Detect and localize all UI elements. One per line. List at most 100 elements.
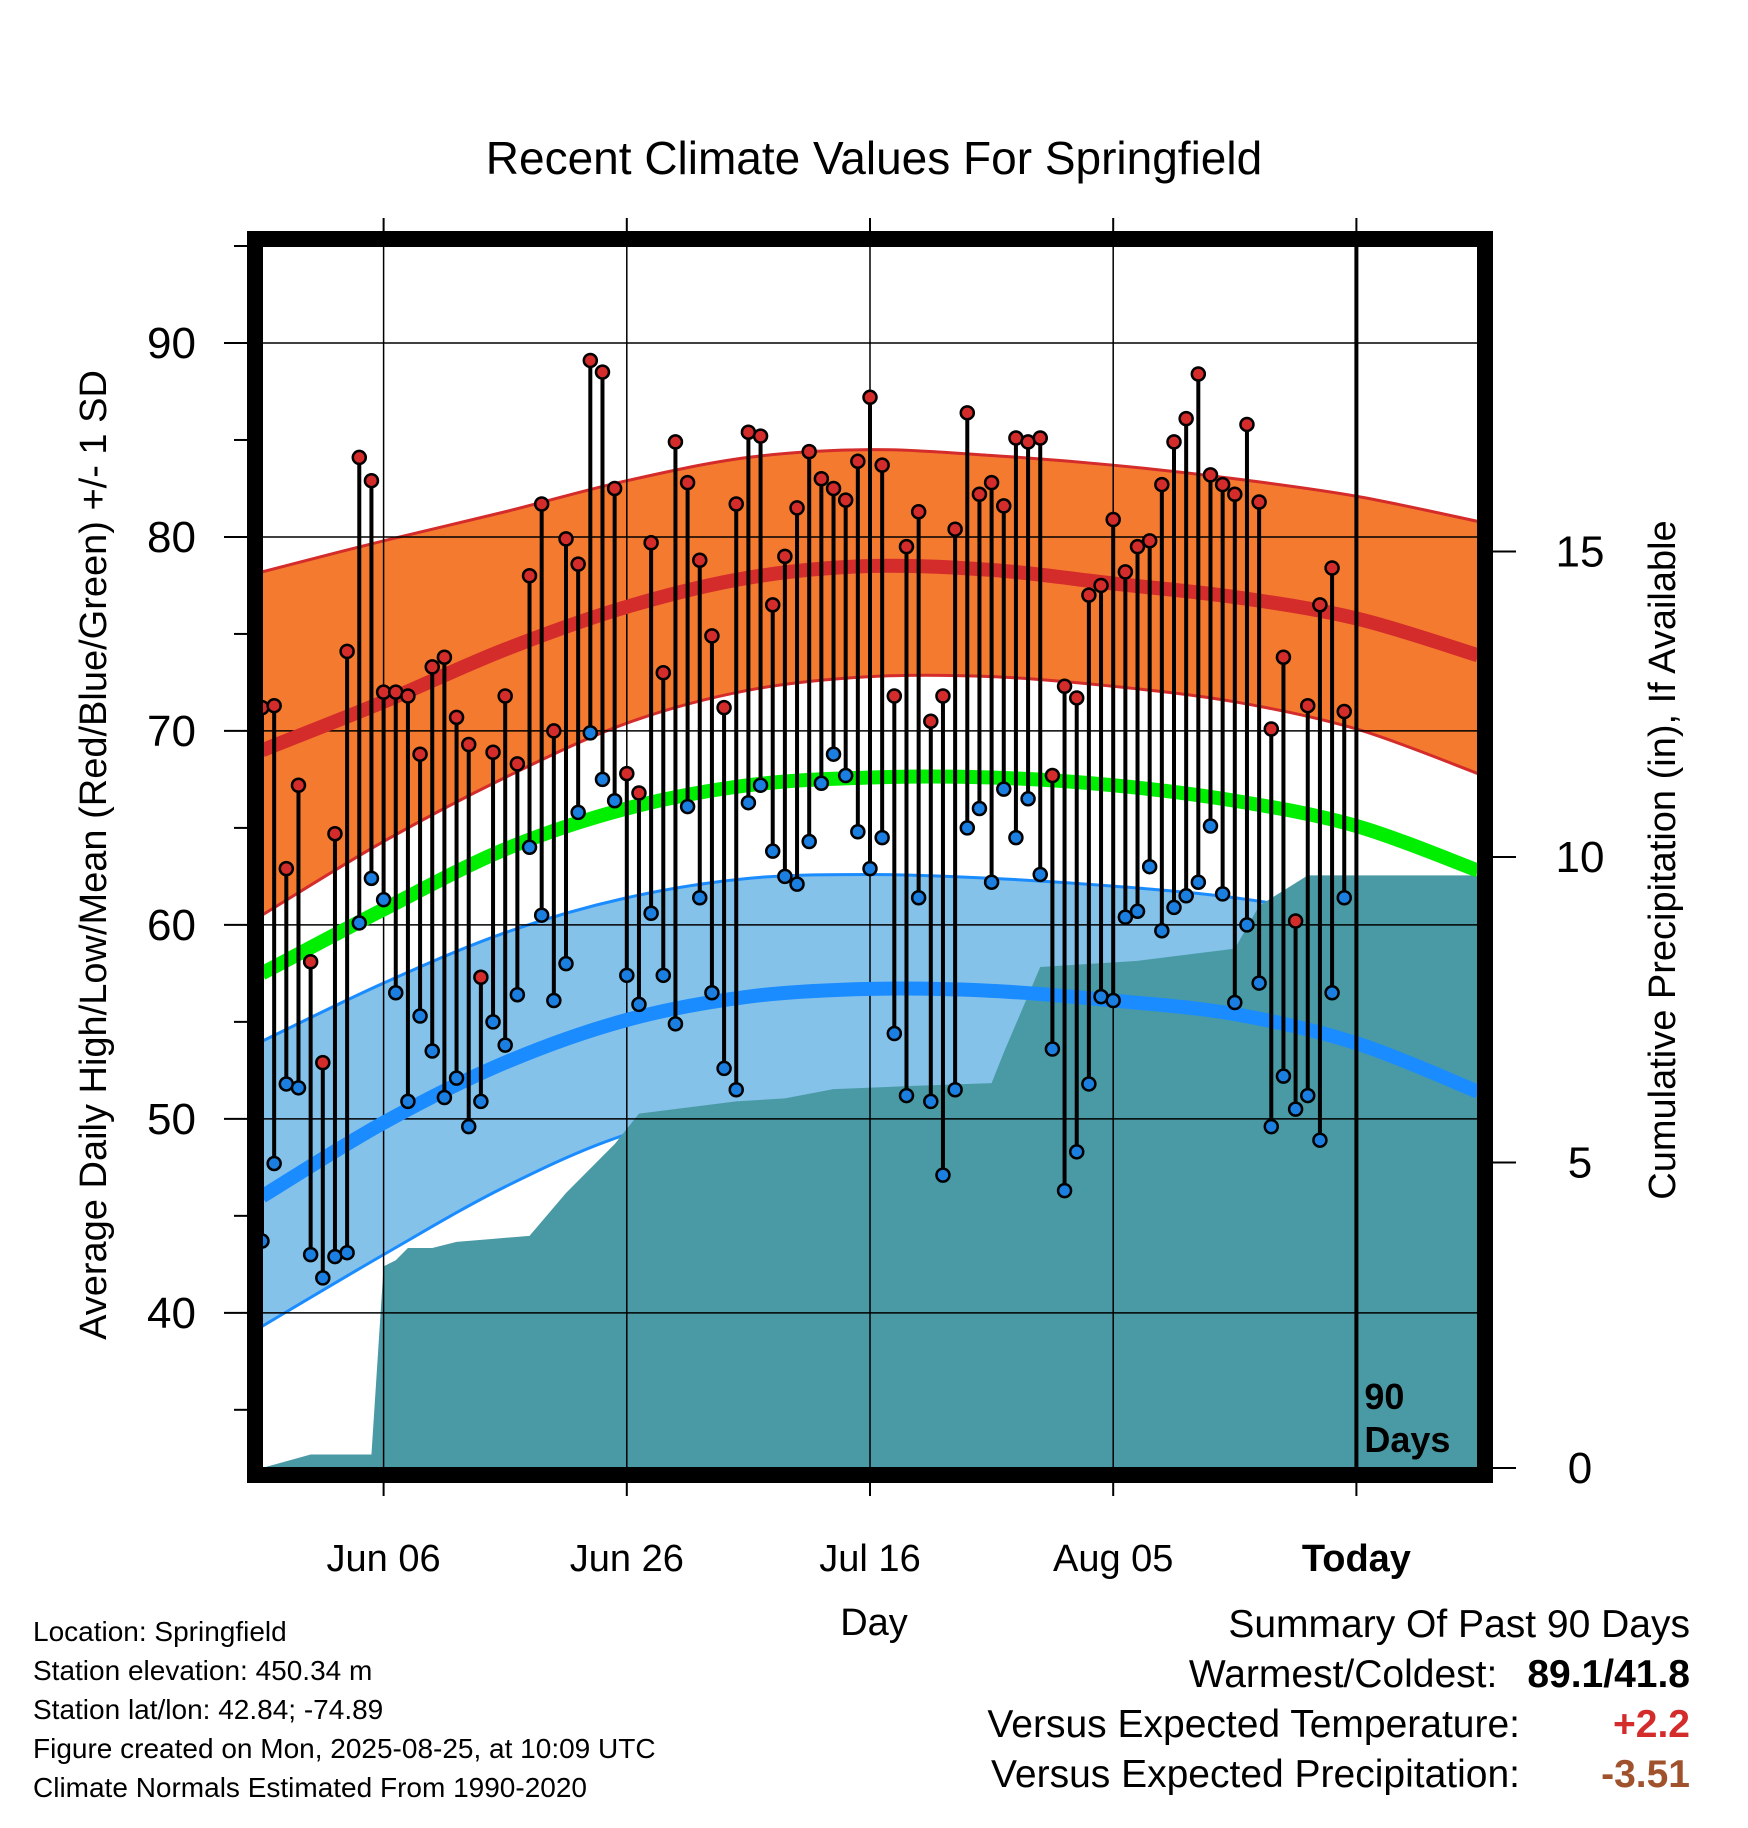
y-left-tick-label: 70 xyxy=(147,707,196,756)
y-right-tick-label: 0 xyxy=(1568,1444,1592,1493)
low-point xyxy=(546,992,562,1009)
high-point xyxy=(631,785,647,801)
temp-anomaly-label: Versus Expected Temperature: xyxy=(987,1703,1520,1746)
high-point xyxy=(1336,703,1352,720)
low-point xyxy=(631,996,647,1013)
low-point xyxy=(740,794,757,811)
high-point xyxy=(1251,494,1267,510)
y-left-tick-label: 60 xyxy=(147,901,196,950)
high-point xyxy=(1044,767,1061,784)
elevation-text: Station elevation: 450.34 m xyxy=(33,1655,373,1686)
low-point xyxy=(363,870,380,887)
high-point xyxy=(302,953,319,970)
low-point xyxy=(1117,909,1134,925)
low-point xyxy=(1020,791,1036,807)
low-point xyxy=(1154,922,1170,939)
high-point xyxy=(971,486,988,503)
low-point xyxy=(971,800,988,817)
high-point xyxy=(1154,476,1170,493)
high-point xyxy=(533,496,550,512)
high-point xyxy=(460,736,477,753)
low-point xyxy=(497,1037,513,1053)
high-point xyxy=(1056,678,1073,695)
warm-cold-value: 89.1/41.8 xyxy=(1527,1653,1690,1696)
low-point xyxy=(837,767,854,784)
low-point xyxy=(339,1244,355,1261)
high-point xyxy=(716,699,732,716)
low-point xyxy=(1178,888,1194,904)
low-point xyxy=(582,725,599,741)
low-point xyxy=(473,1093,489,1110)
high-point xyxy=(546,723,562,739)
low-point xyxy=(315,1270,331,1286)
summary-panel: Summary Of Past 90 Days Warmest/Coldest:… xyxy=(987,1600,1690,1800)
high-point xyxy=(424,659,440,675)
high-point xyxy=(1178,410,1194,427)
high-point xyxy=(278,860,295,877)
high-point xyxy=(862,389,878,406)
low-point xyxy=(1129,903,1146,920)
high-point xyxy=(1129,538,1146,555)
high-point xyxy=(801,443,817,460)
high-point xyxy=(898,538,915,555)
low-point xyxy=(777,868,793,885)
high-point xyxy=(655,664,672,681)
high-point xyxy=(910,503,927,520)
high-point xyxy=(1068,690,1085,706)
precip-anomaly-value: -3.51 xyxy=(1601,1753,1690,1796)
high-point xyxy=(485,744,501,761)
high-point xyxy=(935,688,951,704)
low-point xyxy=(1227,994,1243,1011)
left-axis-label: Average Daily High/Low/Mean (Red/Blue/Gr… xyxy=(73,370,115,1340)
high-point xyxy=(959,405,976,421)
low-point xyxy=(1068,1144,1085,1160)
low-point xyxy=(606,792,623,809)
high-point xyxy=(983,474,1000,491)
precip-anomaly-label: Versus Expected Precipitation: xyxy=(991,1753,1520,1796)
high-point xyxy=(1190,366,1207,382)
high-point xyxy=(1312,597,1328,613)
low-point xyxy=(959,820,976,836)
low-point xyxy=(533,907,550,923)
low-point xyxy=(570,804,586,821)
low-point xyxy=(1032,866,1048,883)
x-tick-label: Jul 16 xyxy=(819,1538,920,1580)
high-point xyxy=(606,480,623,497)
low-point xyxy=(874,829,890,846)
normals-text: Climate Normals Estimated From 1990-2020 xyxy=(33,1772,587,1803)
high-point xyxy=(1141,533,1158,549)
y-right-tick-label: 5 xyxy=(1568,1139,1592,1188)
marker-label-number: 90 xyxy=(1364,1376,1404,1417)
high-point xyxy=(1263,721,1280,737)
high-point xyxy=(473,969,489,986)
low-point xyxy=(1190,874,1207,890)
high-point xyxy=(315,1054,331,1071)
low-point xyxy=(1312,1132,1328,1148)
low-point xyxy=(679,798,696,815)
low-point xyxy=(1056,1182,1073,1199)
low-point xyxy=(643,905,659,922)
high-point xyxy=(497,688,513,704)
high-point xyxy=(825,480,842,497)
low-point xyxy=(594,771,611,788)
high-point xyxy=(363,472,380,489)
low-point xyxy=(424,1043,440,1059)
low-point xyxy=(1105,992,1121,1009)
low-point xyxy=(1081,1076,1097,1092)
low-point xyxy=(1263,1118,1280,1135)
high-point xyxy=(874,457,890,473)
high-point xyxy=(521,567,538,584)
x-axis-label: Day xyxy=(840,1602,908,1644)
temp-anomaly-value: +2.2 xyxy=(1613,1703,1690,1746)
low-point xyxy=(813,775,830,792)
low-point xyxy=(801,833,817,850)
high-point xyxy=(436,649,453,665)
high-point xyxy=(570,556,586,572)
high-point xyxy=(923,713,939,729)
high-point xyxy=(886,688,903,704)
high-point xyxy=(692,552,708,568)
location-text: Location: Springfield xyxy=(33,1616,287,1647)
low-point xyxy=(460,1118,477,1135)
low-point xyxy=(448,1070,465,1086)
